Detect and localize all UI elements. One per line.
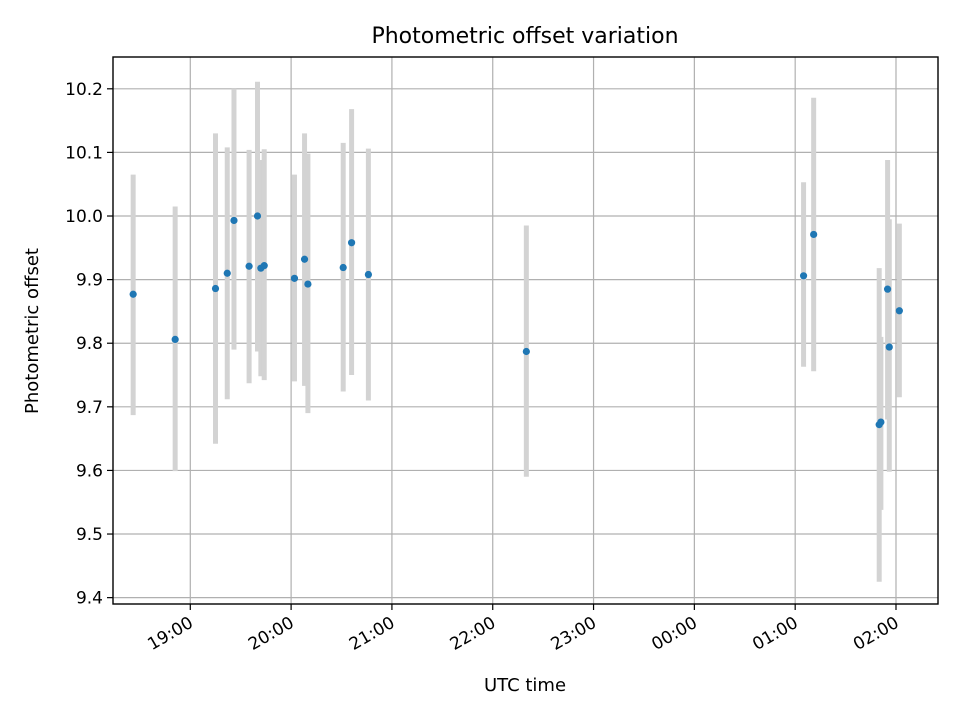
data-point — [290, 274, 299, 282]
x-tick-label: 21:00 — [346, 613, 398, 655]
data-point — [260, 262, 268, 270]
data-point — [364, 270, 372, 279]
y-tick-label: 9.9 — [76, 271, 103, 291]
data-point — [211, 284, 220, 293]
x-tick-label: 22:00 — [447, 613, 499, 655]
y-axis-label: Photometric offset — [22, 248, 43, 414]
x-tick-label: 02:00 — [850, 613, 902, 655]
data-point — [895, 307, 903, 315]
data-point — [339, 263, 347, 272]
y-tick-label: 9.6 — [76, 461, 103, 481]
data-point — [129, 290, 137, 298]
x-tick-label: 19:00 — [144, 613, 196, 655]
data-point — [171, 335, 179, 344]
y-tick-label: 10.2 — [65, 80, 103, 100]
data-points — [129, 212, 903, 429]
data-point — [245, 262, 253, 270]
plot-frame — [112, 56, 939, 605]
y-tick-label: 10.0 — [65, 207, 103, 227]
data-point — [799, 272, 808, 280]
error-bars — [130, 81, 902, 582]
y-tick-label: 10.1 — [65, 143, 103, 163]
data-point — [522, 347, 530, 356]
x-tick-label: 23:00 — [548, 613, 600, 655]
x-tick-label: 20:00 — [245, 613, 297, 655]
chart-title: Photometric offset variation — [371, 24, 678, 49]
data-point — [885, 343, 893, 351]
data-point — [877, 418, 885, 426]
x-axis-ticks: 19:00 20:00 21:00 22:00 23:00 00:00 01:00 02:00 — [144, 604, 902, 655]
data-point — [300, 255, 309, 263]
data-point — [253, 212, 262, 220]
data-point — [883, 285, 892, 293]
x-tick-label: 00:00 — [648, 613, 700, 655]
data-point — [347, 239, 356, 247]
y-tick-label: 9.8 — [76, 334, 103, 354]
y-axis-ticks: 9.4 9.5 9.6 9.7 9.8 9.9 10.0 10.1 10.2 — [65, 80, 113, 609]
x-axis-label: UTC time — [484, 675, 566, 696]
x-tick-label: 01:00 — [749, 613, 801, 655]
y-tick-label: 9.7 — [76, 398, 103, 418]
data-point — [810, 230, 818, 239]
y-tick-label: 9.5 — [76, 525, 103, 545]
data-point — [230, 216, 238, 225]
data-point — [223, 269, 231, 277]
y-tick-label: 9.4 — [76, 589, 103, 609]
data-point — [304, 280, 312, 288]
